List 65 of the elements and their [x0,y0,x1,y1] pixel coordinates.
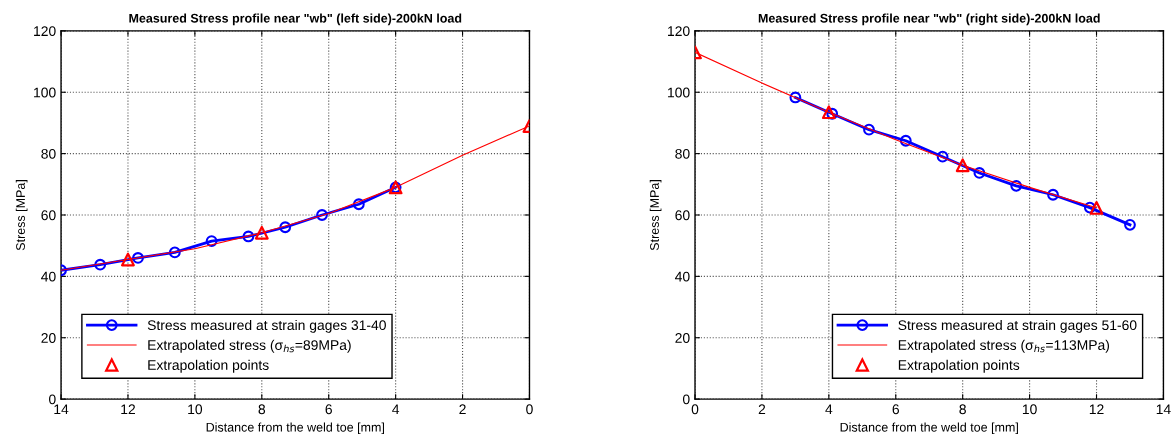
y-tick-label: 80 [41,148,56,159]
point [863,123,875,136]
chart-title: Measured Stress profile near "wb" (left side)-200kN load [129,13,462,26]
x-tick-label: 12 [121,404,135,415]
point [936,150,949,163]
point [899,134,912,147]
point [789,91,802,104]
y-tick-label: 100 [34,87,56,98]
y-tick-label: 20 [675,333,690,343]
legend-label: Extrapolation points [898,359,1020,373]
x-tick-label: 6 [325,404,332,415]
legend-label: Extrapolation points [148,359,269,373]
x-tick-label: 8 [258,404,266,415]
point [821,105,836,120]
x-tick-label: 12 [1089,404,1104,415]
point [121,252,135,267]
point [826,107,839,120]
legend-label: Stress measured at strain gages 51-60 [898,319,1137,333]
x-tick-label: 14 [54,404,69,415]
y-tick-label: 120 [34,26,56,37]
point [955,158,970,173]
x-axis-title: Distance from the weld toe [mm] [840,422,1018,435]
x-tick-label: 2 [459,404,466,415]
point [1083,201,1096,214]
point [94,258,107,271]
y-tick-label: 60 [41,210,56,221]
x-tick-label: 4 [825,404,833,415]
x-tick-label: 4 [392,404,400,415]
y-tick-label: 100 [668,87,690,98]
x-tick-label: 10 [1022,404,1037,415]
x-axis-title: Distance from the weld toe [mm] [206,422,384,435]
y-tick-label: 40 [675,271,690,282]
legend-label: Extrapolated stress (σ$_{hs}$=89MPa) [148,339,351,353]
point [1010,179,1023,192]
x-tick-label: 2 [758,404,766,415]
legend-label: Extrapolated stress (σ$_{hs}$=113MPa) [898,339,1110,353]
y-tick-label: 0 [49,394,56,405]
y-tick-label: 40 [41,271,56,282]
point [132,252,144,264]
point [168,246,181,259]
point [1089,201,1104,215]
y-tick-label: 20 [41,333,56,343]
x-tick-label: 0 [526,404,533,415]
point [1047,188,1059,201]
point [1124,218,1136,231]
y-axis-title: Stress [MPa] [649,180,662,251]
point [242,230,255,243]
y-axis-title: Stress [MPa] [15,180,28,251]
point [279,221,292,234]
y-tick-label: 60 [675,210,690,221]
point [973,167,986,179]
legend-label: Stress measured at strain gages 31-40 [147,319,386,333]
y-tick-label: 0 [682,394,690,405]
y-tick-label: 120 [668,26,690,37]
x-tick-label: 8 [959,404,966,415]
x-tick-label: 10 [188,404,203,415]
x-tick-label: 6 [892,404,900,415]
chart-title: Measured Stress profile near "wb" (right side)-200kN load [758,13,1100,26]
point [205,235,218,247]
x-tick-label: 0 [691,404,699,415]
point [254,225,269,240]
point [316,209,328,221]
y-tick-label: 80 [675,148,690,159]
x-tick-label: 14 [1156,404,1171,415]
point [352,198,365,211]
